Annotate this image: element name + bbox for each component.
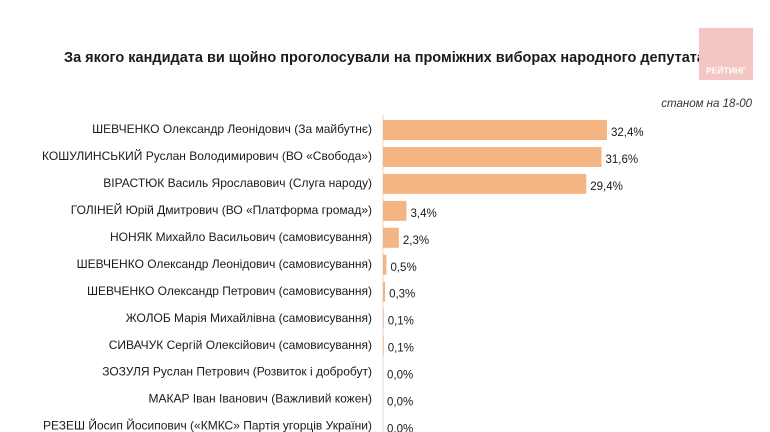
value-label: 0,1% [388, 316, 414, 328]
bar [383, 227, 399, 248]
bar [383, 200, 407, 221]
value-label: 2,3% [403, 235, 429, 247]
bar [383, 173, 587, 194]
category-label: СИВАЧУК Сергій Олексійович (самовисуванн… [109, 338, 372, 352]
category-label: МАКАР Іван Іванович (Важливий кожен) [148, 392, 372, 406]
bar [383, 120, 607, 140]
category-label: ЗОЗУЛЯ Руслан Петрович (Розвиток і добро… [102, 365, 372, 379]
value-label: 32,4% [611, 127, 644, 139]
logo-text: РЕЙТИНГ [706, 64, 746, 75]
value-label: 0,0% [387, 370, 413, 382]
category-label: НОНЯК Михайло Васильович (самовисування) [110, 230, 372, 244]
category-label: ШЕВЧЕНКО Олександр Леонідович (самовисув… [77, 257, 372, 271]
value-label: 0,1% [388, 343, 414, 355]
category-label: РЕЗЕШ Йосип Йосипович («КМКС» Партія уго… [43, 418, 372, 432]
category-label: ШЕВЧЕНКО Олександр Петрович (самовисуван… [87, 284, 372, 298]
category-label: ШЕВЧЕНКО Олександр Леонідович (За майбут… [92, 122, 372, 136]
category-label: ВІРАСТЮК Василь Ярославович (Слуга народ… [103, 176, 372, 190]
logo-box [699, 28, 753, 80]
chart-title: За якого кандидата ви щойно проголосувал… [64, 50, 714, 66]
category-label: КОШУЛИНСЬКИЙ Руслан Володимирович (ВО «С… [42, 148, 372, 163]
bar [383, 335, 384, 356]
bar [383, 308, 384, 329]
value-label: 3,4% [411, 208, 437, 220]
value-label: 29,4% [590, 181, 623, 193]
value-label: 31,6% [605, 154, 638, 166]
value-label: 0,5% [390, 262, 416, 274]
bar [383, 281, 386, 302]
subtitle: станом на 18-00 [661, 98, 752, 110]
value-label: 0,0% [387, 423, 413, 432]
value-label: 0,0% [387, 397, 413, 409]
value-label: 0,3% [389, 289, 415, 301]
bar [383, 146, 602, 167]
bar [383, 254, 387, 275]
category-label: ГОЛІНЕЙ Юрій Дмитрович (ВО «Платформа гр… [71, 202, 372, 217]
category-label: ЖОЛОБ Марія Михайлівна (самовисування) [126, 311, 372, 325]
